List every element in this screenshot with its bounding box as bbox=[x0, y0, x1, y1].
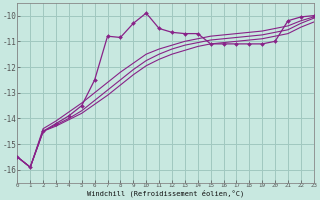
X-axis label: Windchill (Refroidissement éolien,°C): Windchill (Refroidissement éolien,°C) bbox=[87, 190, 244, 197]
